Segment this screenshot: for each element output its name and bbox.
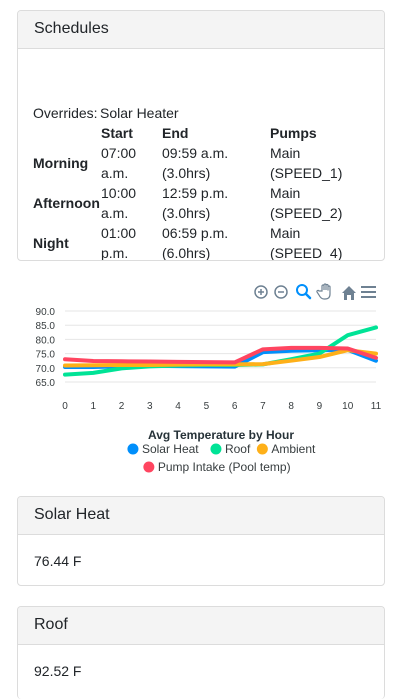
col-header-pumps: Pumps [270,125,317,141]
x-tick-label: 5 [204,401,210,412]
chart-series [63,325,378,377]
afternoon-start-time: 10:00 [101,185,137,201]
roof-card: Roof 92.52 F [17,606,385,699]
y-tick-label: 85.0 [36,321,56,332]
x-tick-label: 3 [147,401,153,412]
y-axis-ticks: 90.0 85.0 80.0 75.0 70.0 65.0 [36,307,56,389]
col-header-start: Start [101,125,133,141]
overrides-label: Overrides: [33,105,98,121]
morning-duration: (3.0hrs) [162,165,211,181]
schedules-title: Schedules [18,11,384,49]
solar-heat-card: Solar Heat 76.44 F [17,496,385,586]
chart-legend: Solar Heat Roof Ambient Pump Intake (Pool t… [127,442,316,474]
legend-label[interactable]: Roof [225,442,251,456]
roof-title: Roof [18,607,384,645]
y-tick-label: 90.0 [36,307,56,318]
solar-heat-title: Solar Heat [18,497,384,535]
x-tick-label: 6 [232,401,238,412]
night-start-time: 01:00 [101,225,137,241]
y-tick-label: 75.0 [36,350,56,361]
legend-marker[interactable] [256,443,268,455]
x-tick-label: 2 [119,401,125,412]
y-tick-label: 65.0 [36,378,56,389]
home-icon[interactable] [342,286,356,300]
night-duration: (6.0hrs) [162,245,211,261]
legend-marker[interactable] [127,443,139,455]
row-name-morning: Morning [33,155,89,171]
x-tick-label: 4 [175,401,181,412]
afternoon-pump-speed: (SPEED_2) [270,205,343,221]
afternoon-pump: Main [270,185,301,201]
x-tick-label: 7 [260,401,266,412]
zoom-in-icon[interactable] [254,285,268,299]
x-tick-label: 11 [371,401,382,412]
temperature-chart-svg: 90.085.080.075.070.065.0 0 1 2 3 4 5 6 7 8 9 10 11 … [36,283,382,474]
temperature-chart: 90.0 85.0 80.0 75.0 70.0 65.0 0 1 2 3 4 5 6 7 8 9 10 11 … [17,278,385,482]
zoom-select-icon[interactable] [296,284,312,300]
x-tick-label: 9 [317,401,323,412]
afternoon-start-period: a.m. [101,205,129,221]
x-tick-label: 10 [342,401,354,412]
legend-marker[interactable] [143,461,155,473]
series-line [63,345,378,365]
series-line [63,348,378,368]
night-pump: Main [270,225,301,241]
night-start-period: p.m. [101,245,129,261]
solar-heat-value: 76.44 F [34,553,82,569]
y-tick-label: 70.0 [36,364,56,375]
legend-label[interactable]: Ambient [271,442,316,456]
night-pump-speed: (SPEED_4) [270,245,343,261]
x-axis-ticks: 0 1 2 3 4 5 6 7 8 9 10 11 [62,401,381,412]
legend-label[interactable]: Solar Heat [142,442,199,456]
zoom-out-icon[interactable] [274,285,288,299]
menu-icon[interactable] [361,286,376,298]
morning-pump-speed: (SPEED_1) [270,165,343,181]
row-name-night: Night [33,235,69,251]
roof-value: 92.52 F [34,663,82,679]
morning-start-period: a.m. [101,165,129,181]
row-name-afternoon: Afternoon [33,195,100,211]
col-header-end: End [162,125,189,141]
overrides-value: Solar Heater [100,105,179,121]
afternoon-end-time: 12:59 p.m. [162,185,229,201]
chart-title: Avg Temperature by Hour [148,428,294,442]
legend-label[interactable]: Pump Intake (Pool temp) [158,460,291,474]
morning-pump: Main [270,145,301,161]
y-tick-label: 80.0 [36,335,56,346]
x-tick-label: 8 [288,401,294,412]
schedules-card: Schedules Overrides: Solar Heater Start … [17,10,385,261]
morning-start-time: 07:00 [101,145,137,161]
x-tick-label: 1 [90,401,96,412]
x-tick-label: 0 [62,401,68,412]
afternoon-duration: (3.0hrs) [162,205,211,221]
night-end-time: 06:59 p.m. [162,225,229,241]
morning-end-time: 09:59 a.m. [162,145,229,161]
pan-hand-icon[interactable] [316,283,331,300]
legend-marker[interactable] [210,443,222,455]
